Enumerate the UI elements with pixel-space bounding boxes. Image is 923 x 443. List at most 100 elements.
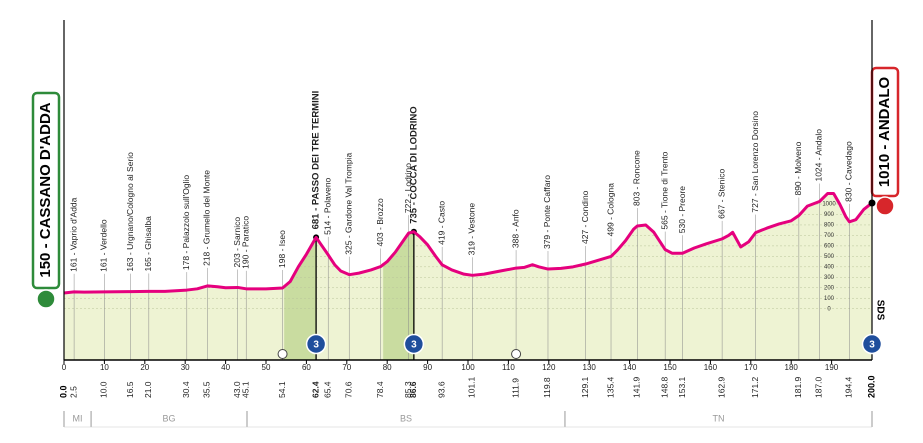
km-label: 153.1: [677, 376, 687, 398]
climb-category: 3: [869, 340, 875, 351]
km-label: 187.0: [814, 376, 824, 398]
km-label: 70.6: [343, 381, 353, 398]
km-label: 62.4: [310, 381, 320, 398]
km-label: 181.9: [793, 376, 803, 398]
waypoint-name: 161 - Vaprio d'Adda: [68, 197, 78, 272]
x-tick-label: 30: [181, 363, 190, 372]
x-tick-label: 160: [704, 363, 718, 372]
waypoint-name: 165 - Ghisalba: [143, 216, 153, 272]
y-tick-label: 100: [824, 296, 835, 302]
finish-icon: [875, 196, 895, 216]
start-box: [31, 91, 61, 290]
km-label: 21.0: [143, 381, 153, 398]
sprint-icon: [511, 349, 522, 359]
climb-area: [284, 237, 317, 360]
waypoint-name: 514 - Polaveno: [322, 177, 332, 234]
waypoint-name: 1024 - Andalo: [814, 129, 824, 182]
climb-badge: [305, 333, 327, 355]
km-label: 35.5: [202, 381, 212, 398]
waypoint-name: 198 - Iseo: [277, 230, 287, 268]
x-tick-label: 10: [100, 363, 109, 372]
waypoint-name: 727 - San Lorenzo Dorsino: [750, 111, 760, 213]
waypoint-name: 890 - Molveno: [793, 141, 803, 195]
km-label: 65.4: [322, 381, 332, 398]
km-label: 10.0: [99, 381, 109, 398]
x-tick-label: 90: [423, 363, 432, 372]
x-tick-label: 110: [502, 363, 515, 372]
waypoint-name: 419 - Casto: [436, 201, 446, 245]
x-tick-label: 20: [140, 363, 149, 372]
region-label: BS: [400, 413, 412, 423]
waypoint-name: 667 - Stenico: [716, 169, 726, 219]
climb-area: [383, 231, 414, 360]
km-label: 101.1: [467, 376, 477, 398]
finish-label: 1010 - ANDALO: [876, 77, 893, 188]
waypoint-name: 681 - PASSO DEI TRE TERMINI: [311, 91, 322, 230]
x-tick-label: 150: [663, 363, 677, 372]
region-label: MI: [73, 413, 83, 423]
x-tick-label: 40: [221, 363, 230, 372]
start-label: 150 - CASSANO D'ADDA: [37, 102, 54, 277]
x-tick-label: 100: [461, 363, 475, 372]
km-label: 16.5: [125, 381, 135, 398]
x-tick-label: 60: [302, 363, 311, 372]
km-label: 111.9: [510, 378, 520, 398]
waypoint-name: 388 - Anfo: [510, 209, 520, 248]
km-label: 86.6: [408, 381, 418, 398]
y-tick-label: 600: [824, 243, 835, 249]
waypoint-name: 565 - Tione di Trento: [659, 151, 669, 229]
km-label: 78.4: [375, 381, 385, 398]
logo: SDS: [874, 300, 885, 321]
waypoint-name: 403 - Brozzo: [375, 198, 385, 246]
finish-km-label: 200.0: [866, 375, 876, 398]
waypoint-name: 735 - COCCA DI LODRINO: [408, 106, 419, 223]
waypoint-name: 325 - Gardone Val Trompia: [343, 153, 353, 255]
km-label: 129.1: [580, 376, 590, 398]
x-tick-label: 170: [744, 363, 758, 372]
waypoint-name: 163 - Urgnano/Cologno al Serio: [125, 152, 135, 272]
x-tick-label: 50: [262, 363, 271, 372]
y-tick-label: 900: [824, 212, 835, 218]
start-km-label: 0.0: [58, 385, 68, 398]
waypoint-name: 218 - Grumello del Monte: [202, 170, 212, 266]
profile-area: [64, 193, 872, 360]
region-label: BG: [163, 413, 176, 423]
sprint-icon: [277, 349, 288, 359]
waypoint-name: 427 - Condino: [580, 190, 590, 244]
x-tick-label: 70: [342, 363, 351, 372]
waypoint-name: 722 - Lodrino: [403, 163, 413, 213]
km-label: 43.0: [232, 381, 242, 398]
y-tick-label: 800: [824, 223, 835, 229]
profile-line: [63, 192, 873, 295]
x-tick-label: 130: [583, 363, 597, 372]
waypoint-name: 161 - Verdello: [99, 219, 109, 272]
y-tick-label: 0: [827, 306, 831, 312]
x-tick-label: 0: [62, 363, 67, 372]
km-label: 148.8: [659, 376, 669, 398]
km-label: 2.5: [68, 386, 78, 398]
climb-badge: [861, 333, 883, 355]
waypoint-name: 530 - Preore: [677, 186, 687, 234]
x-tick-label: 180: [785, 363, 799, 372]
waypoint-name: 178 - Palazzolo sull'Oglio: [181, 175, 191, 270]
x-tick-label: 120: [542, 363, 556, 372]
x-tick-label: 190: [825, 363, 839, 372]
waypoint-name: 830 - Cavedago: [844, 141, 854, 202]
km-label: 171.2: [750, 376, 760, 398]
km-label: 162.9: [716, 376, 726, 398]
climb-badge: [403, 333, 425, 355]
km-label: 54.1: [277, 381, 287, 398]
km-label: 30.4: [181, 381, 191, 398]
start-icon: [36, 289, 56, 309]
y-tick-label: 300: [824, 275, 835, 281]
x-tick-label: 140: [623, 363, 637, 372]
y-tick-label: 700: [824, 233, 835, 239]
km-label: 135.4: [605, 376, 615, 398]
waypoint-name: 803 - Roncone: [632, 150, 642, 206]
y-tick-label: 400: [824, 264, 835, 270]
waypoint-name: 203 - Sarnico: [232, 217, 242, 268]
waypoint-name: 319 - Vestone: [467, 203, 477, 256]
km-label: 45.1: [240, 381, 250, 398]
y-tick-label: 1000: [822, 202, 836, 208]
